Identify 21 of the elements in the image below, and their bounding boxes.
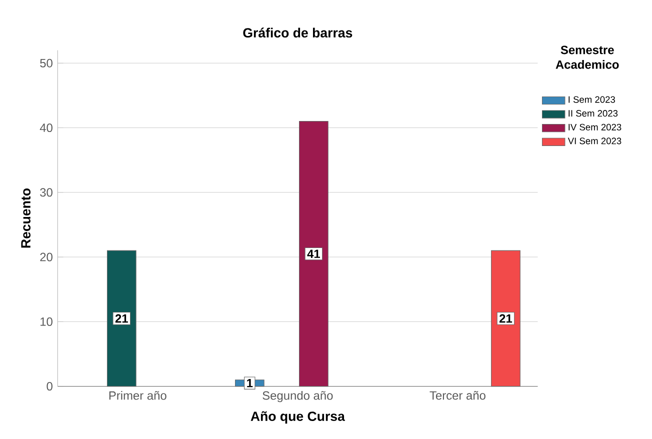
legend-label: IV Sem 2023	[568, 124, 622, 130]
y-tick-label: 10	[40, 317, 52, 326]
x-tick-label: Tercer año	[430, 390, 486, 400]
y-tick-label: 50	[40, 58, 52, 68]
y-axis-title: Recuento	[21, 188, 30, 248]
y-tick-label: 20	[40, 252, 52, 262]
y-tick-label: 40	[40, 123, 52, 132]
legend-label: VI Sem 2023	[568, 138, 622, 144]
legend-label: II Sem 2023	[568, 110, 618, 117]
data-label: 1	[247, 378, 253, 388]
data-label: 41	[307, 250, 320, 258]
chart-title: Gráfico de barras	[243, 28, 352, 38]
data-label: 21	[115, 314, 128, 323]
y-tick-label: 0	[46, 382, 52, 390]
y-tick-label: 30	[40, 188, 52, 197]
legend-label: I Sem 2023	[568, 96, 615, 103]
x-axis-title: Año que Cursa	[250, 411, 346, 424]
legend-title: Semestre Academico	[556, 46, 619, 69]
x-tick-label: Segundo año	[262, 390, 333, 402]
data-label: 21	[499, 314, 512, 323]
x-tick-label: Primer año	[109, 390, 166, 400]
